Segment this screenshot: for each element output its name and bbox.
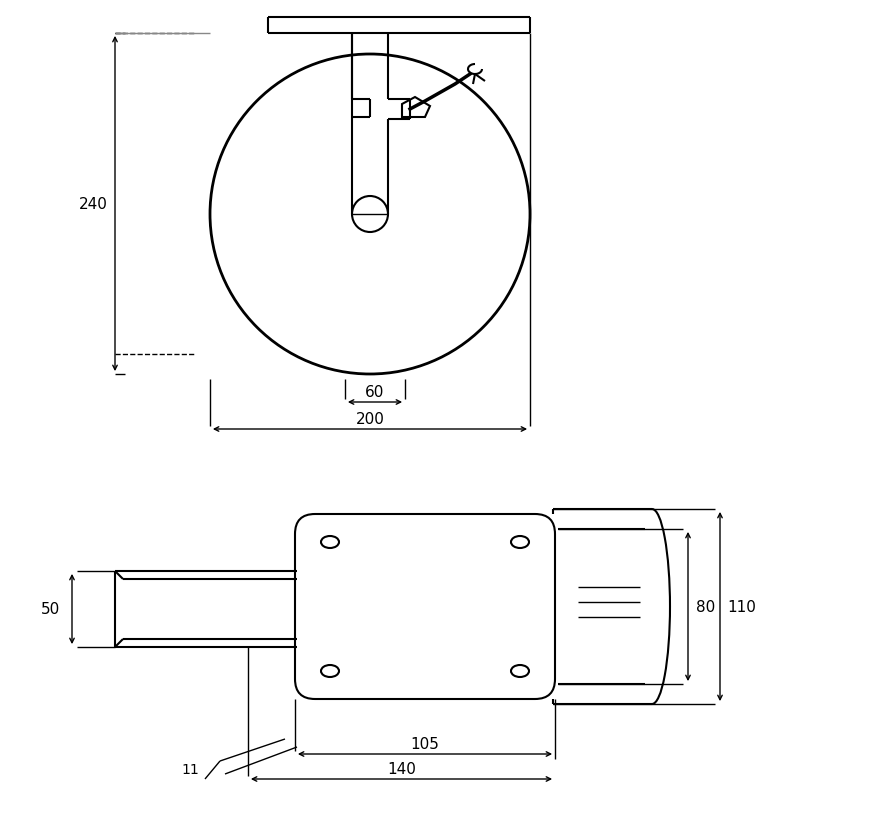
- Text: 80: 80: [696, 600, 716, 614]
- Text: 110: 110: [727, 600, 756, 614]
- Text: 50: 50: [40, 602, 60, 617]
- Text: 60: 60: [365, 385, 384, 400]
- Text: 11: 11: [182, 762, 198, 776]
- Text: 240: 240: [78, 197, 108, 212]
- Text: 200: 200: [356, 412, 384, 427]
- Text: 105: 105: [410, 736, 440, 752]
- Text: 140: 140: [387, 762, 416, 776]
